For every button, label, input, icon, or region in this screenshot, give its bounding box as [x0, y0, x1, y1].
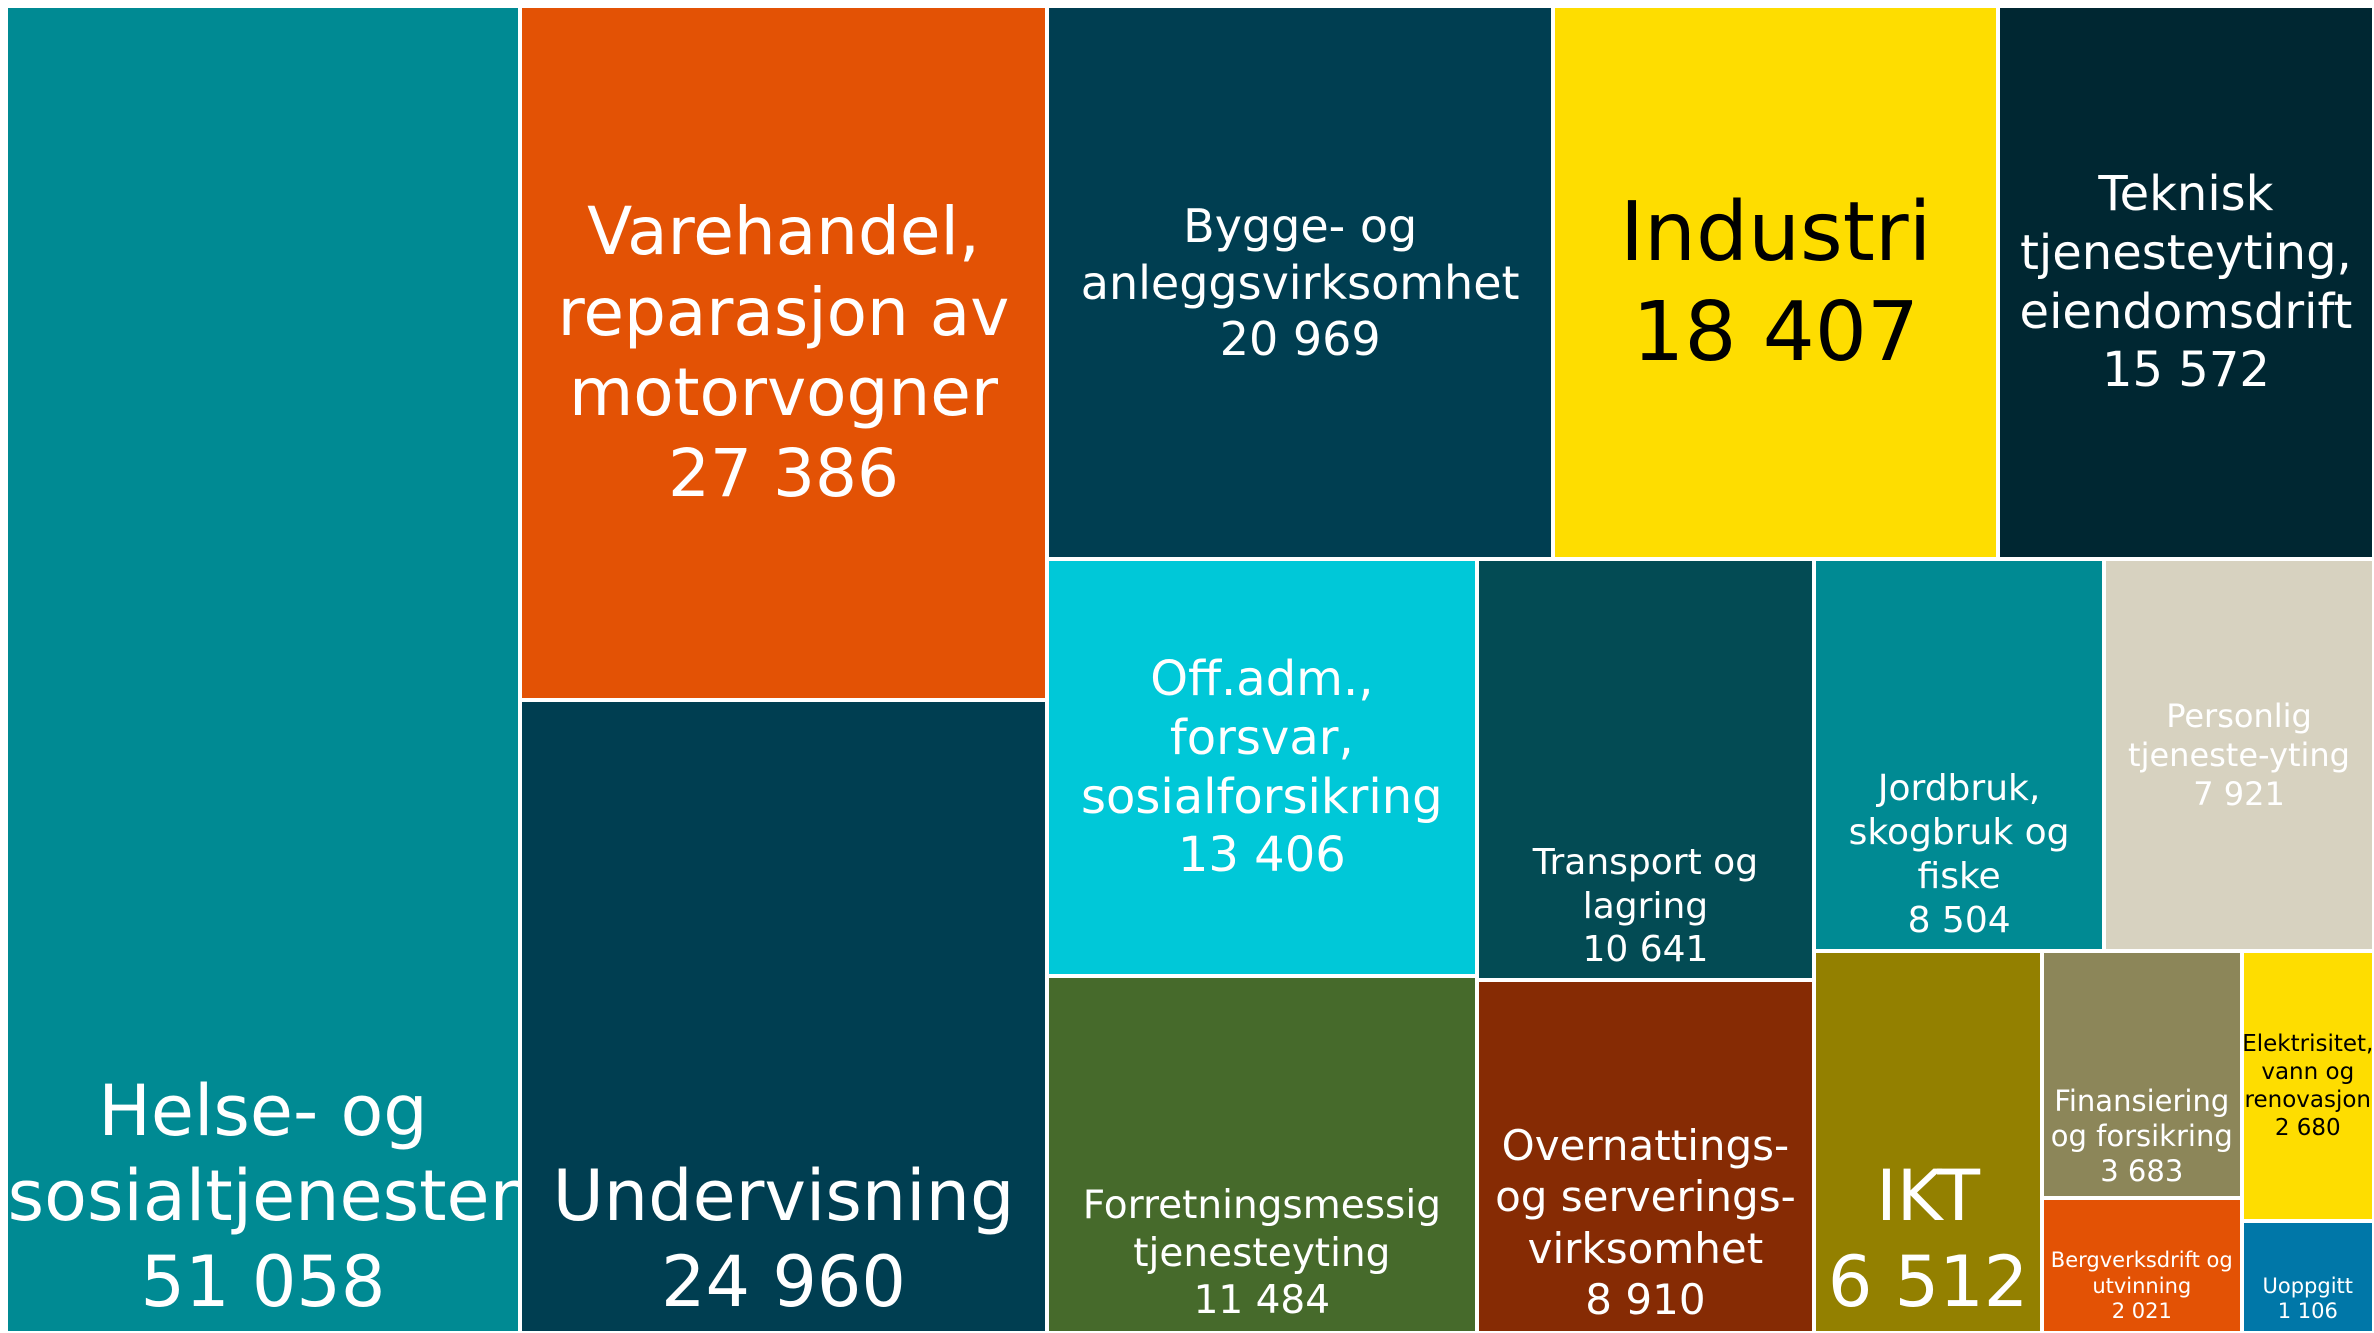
- tile-label: IKT: [1876, 1155, 1981, 1238]
- tile-value: 24 960: [661, 1240, 906, 1323]
- tile-label: Varehandel, reparasjon av motorvogner: [557, 193, 1010, 432]
- tile-value: 6 512: [1827, 1240, 2029, 1323]
- tile: Transport og lagring 10 641: [1476, 559, 1815, 981]
- tile: Varehandel, reparasjon av motorvogner 27 …: [520, 6, 1047, 701]
- tile-label: Elektrisitet, vann og renovasjon: [2242, 1031, 2374, 1114]
- tile-value: 18 407: [1632, 284, 1920, 380]
- tile-label: Jordbruk, skogbruk og fiske: [1848, 768, 2070, 898]
- tile-label: Undervisning: [552, 1155, 1015, 1238]
- tile: Jordbruk, skogbruk og fiske 8 504: [1814, 559, 2105, 952]
- tile-value: 2 680: [2274, 1115, 2341, 1142]
- tile-value: 15 572: [2101, 342, 2270, 399]
- tile-value: 27 386: [668, 434, 899, 512]
- tile: Forretningsmessig tjenesteyting 11 484: [1046, 975, 1477, 1333]
- tile-value: 51 058: [140, 1240, 386, 1323]
- tile-label: Teknisk tjenesteyting, eiendomsdrift: [2019, 166, 2353, 340]
- tile-value: 8 910: [1585, 1274, 1706, 1324]
- tile: Personlig tjeneste-yting 7 921: [2104, 559, 2374, 952]
- tile-label: Helse- og sosialtjenester: [7, 1069, 519, 1238]
- tile: Helse- og sosialtjenester 51 058: [6, 6, 520, 1333]
- tile-value: 2 021: [2111, 1299, 2172, 1324]
- tile: Bergverksdrift og utvinning 2 021: [2042, 1197, 2242, 1333]
- tile-value: 3 683: [2100, 1154, 2184, 1189]
- tile-value: 7 921: [2193, 774, 2285, 813]
- tile-value: 10 641: [1582, 929, 1709, 971]
- tile: Uoppgitt 1 106: [2241, 1221, 2374, 1333]
- tile-label: Transport og lagring: [1532, 841, 1759, 927]
- tile: Bygge- og anleggsvirksomhet 20 969: [1046, 6, 1554, 560]
- tile: Teknisk tjenesteyting, eiendomsdrift 15 5…: [1997, 6, 2374, 560]
- tile-label: Forretningsmessig tjenesteyting: [1082, 1183, 1441, 1276]
- tile: Overnattings- og serverings-virksomhet 8 …: [1476, 980, 1815, 1333]
- tile-label: Personlig tjeneste-yting: [2128, 696, 2350, 774]
- tile-value: 11 484: [1193, 1278, 1331, 1324]
- tile-value: 8 504: [1907, 900, 2011, 942]
- tile-label: Overnattings- og serverings-virksomhet: [1495, 1121, 1796, 1273]
- tile-label: Industri: [1619, 184, 1932, 280]
- tile-value: 20 969: [1219, 311, 1381, 366]
- tile: Industri 18 407: [1553, 6, 1998, 560]
- tile-label: Off.adm., forsvar, sosialforsikring: [1081, 651, 1443, 825]
- tile: Finansiering og forsikring 3 683: [2042, 951, 2242, 1198]
- tile-label: Uoppgitt: [2262, 1273, 2354, 1298]
- tile-label: Finansiering og forsikring: [2050, 1083, 2233, 1153]
- tile-label: Bergverksdrift og utvinning: [2050, 1248, 2233, 1298]
- tile: IKT 6 512: [1814, 951, 2042, 1333]
- tile: Off.adm., forsvar, sosialforsikring 13 40…: [1046, 559, 1477, 976]
- tile-value: 1 106: [2277, 1299, 2338, 1324]
- tile: Elektrisitet, vann og renovasjon 2 680: [2241, 951, 2374, 1222]
- tile-label: Bygge- og anleggsvirksomhet: [1080, 199, 1520, 310]
- tile: Undervisning 24 960: [520, 700, 1047, 1333]
- tile-value: 13 406: [1177, 827, 1346, 884]
